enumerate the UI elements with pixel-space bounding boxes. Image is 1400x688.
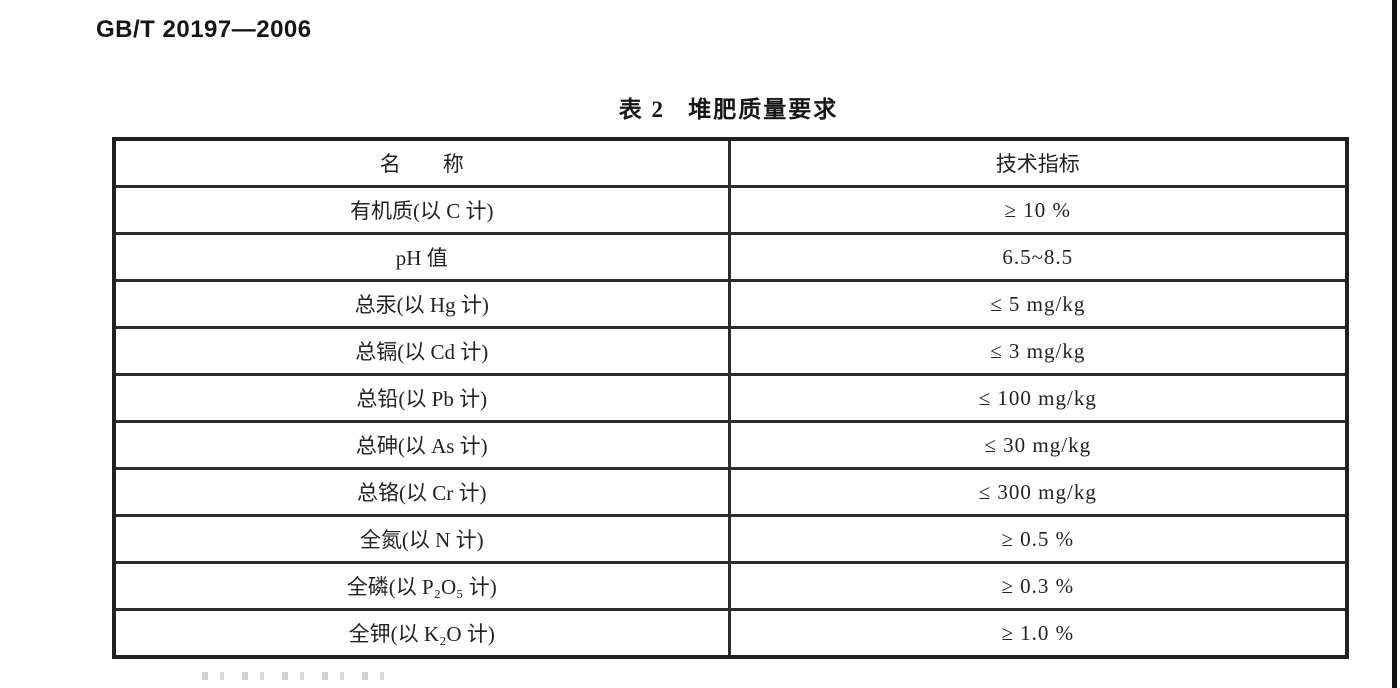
row-value: ≤ 5 mg/kg (727, 279, 1349, 329)
scan-edge-line (1392, 0, 1397, 688)
row-value: ≤ 300 mg/kg (727, 467, 1349, 517)
row-value: ≤ 100 mg/kg (727, 373, 1349, 423)
row-name: 全氮(以 N 计) (112, 514, 731, 564)
row-value: ≥ 1.0 % (727, 608, 1349, 659)
row-name: 有机质(以 C 计) (112, 185, 731, 235)
table-row: 总汞(以 Hg 计) ≤ 5 mg/kg (112, 279, 1349, 329)
table-row: 总铬(以 Cr 计) ≤ 300 mg/kg (112, 467, 1349, 517)
row-value: ≥ 0.5 % (727, 514, 1349, 564)
row-value: ≤ 30 mg/kg (727, 420, 1349, 470)
table-row: 有机质(以 C 计) ≥ 10 % (112, 185, 1349, 235)
row-name: 总铅(以 Pb 计) (112, 373, 731, 423)
table-row: 全氮(以 N 计) ≥ 0.5 % (112, 514, 1349, 564)
table-title: 表 2 堆肥质量要求 (618, 97, 839, 122)
standard-code: GB/T 20197—2006 (96, 16, 312, 43)
row-name: 总铬(以 Cr 计) (112, 467, 731, 517)
table-row: 总砷(以 As 计) ≤ 30 mg/kg (112, 420, 1349, 470)
header-indicator-column: 技术指标 (727, 137, 1349, 188)
table-row: 全磷(以 P₂O₅ 计) ≥ 0.3 % (112, 561, 1349, 611)
row-value: ≥ 0.3 % (727, 561, 1349, 611)
table-header-row: 名 称 技术指标 (112, 137, 1349, 188)
table-row: 全钾(以 K₂O 计) ≥ 1.0 % (112, 608, 1349, 659)
row-value: ≥ 10 % (727, 185, 1349, 235)
row-value: 6.5~8.5 (727, 232, 1349, 282)
row-value: ≤ 3 mg/kg (727, 326, 1349, 376)
row-name: 总镉(以 Cd 计) (112, 326, 731, 376)
cutoff-text-fragment (202, 672, 402, 680)
table-row: 总镉(以 Cd 计) ≤ 3 mg/kg (112, 326, 1349, 376)
compost-quality-table: 名 称 技术指标 有机质(以 C 计) ≥ 10 % pH 值 6.5~8.5 … (112, 137, 1349, 659)
table-row: pH 值 6.5~8.5 (112, 232, 1349, 282)
row-name: pH 值 (112, 232, 731, 282)
row-name: 全钾(以 K₂O 计) (112, 608, 731, 659)
row-name: 全磷(以 P₂O₅ 计) (112, 561, 731, 611)
table-row: 总铅(以 Pb 计) ≤ 100 mg/kg (112, 373, 1349, 423)
header-name-column: 名 称 (112, 137, 731, 188)
row-name: 总汞(以 Hg 计) (112, 279, 731, 329)
row-name: 总砷(以 As 计) (112, 420, 731, 470)
